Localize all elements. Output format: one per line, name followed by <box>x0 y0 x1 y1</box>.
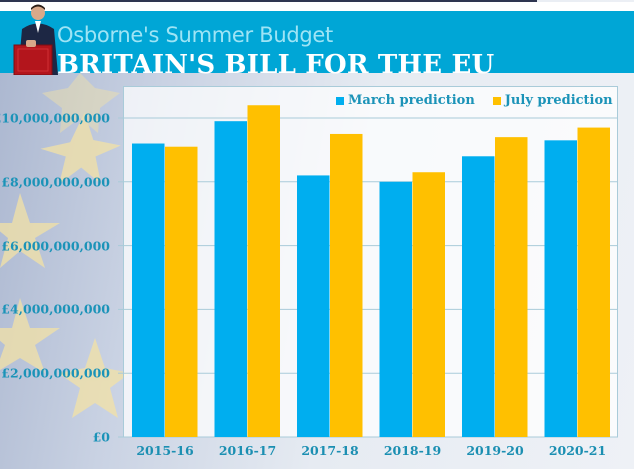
x-tick-label: 2019-20 <box>466 443 524 458</box>
y-tick-label: £10,000,000,000 <box>0 110 110 126</box>
legend-label-march: March prediction <box>348 93 475 108</box>
x-tick-label: 2020-21 <box>548 443 607 458</box>
y-tick-label: £8,000,000,000 <box>1 174 110 190</box>
bar-march-2016-17 <box>214 121 247 437</box>
y-tick-label: £4,000,000,000 <box>1 301 110 317</box>
legend-swatch-march <box>336 96 344 105</box>
legend-item-march: March prediction <box>336 93 475 108</box>
star-icon <box>58 338 130 418</box>
bar-july-2016-17 <box>247 105 280 438</box>
header-subtitle: Osborne's Summer Budget <box>57 23 333 47</box>
eu-stars-background <box>0 73 130 418</box>
chancellor-with-budget-box-image <box>13 4 58 75</box>
bar-march-2019-20 <box>462 156 495 437</box>
x-tick-label: 2015-16 <box>136 443 194 458</box>
legend-item-july: July prediction <box>492 93 613 108</box>
bar-july-2019-20 <box>495 137 528 437</box>
bar-july-2020-21 <box>577 127 610 437</box>
bar-march-2018-19 <box>379 181 412 437</box>
bar-march-2017-18 <box>297 175 330 438</box>
legend-swatch-july <box>492 96 501 105</box>
bar-july-2015-16 <box>165 146 198 437</box>
legend-label-july: July prediction <box>504 93 613 108</box>
header-title: BRITAIN'S BILL FOR THE EU <box>57 50 495 80</box>
star-icon <box>0 193 60 268</box>
bar-march-2020-21 <box>544 140 577 437</box>
y-tick-label: £2,000,000,000 <box>1 365 110 381</box>
star-icon <box>0 298 60 373</box>
bar-march-2015-16 <box>132 143 165 437</box>
legend: March prediction July prediction <box>336 93 613 108</box>
x-tick-label: 2017-18 <box>301 443 359 458</box>
plot-area <box>123 86 618 437</box>
x-tick-label: 2016-17 <box>218 443 277 458</box>
y-tick-label: £0 <box>92 429 110 445</box>
star-icon <box>42 73 120 133</box>
y-tick-label: £6,000,000,000 <box>1 238 110 254</box>
bar-july-2018-19 <box>412 172 445 438</box>
bar-july-2017-18 <box>330 133 363 437</box>
header-banner: Osborne's Summer Budget BRITAIN'S BILL F… <box>0 11 634 80</box>
top-rule <box>0 0 537 2</box>
star-icon <box>40 112 121 184</box>
x-tick-label: 2018-19 <box>383 443 442 458</box>
